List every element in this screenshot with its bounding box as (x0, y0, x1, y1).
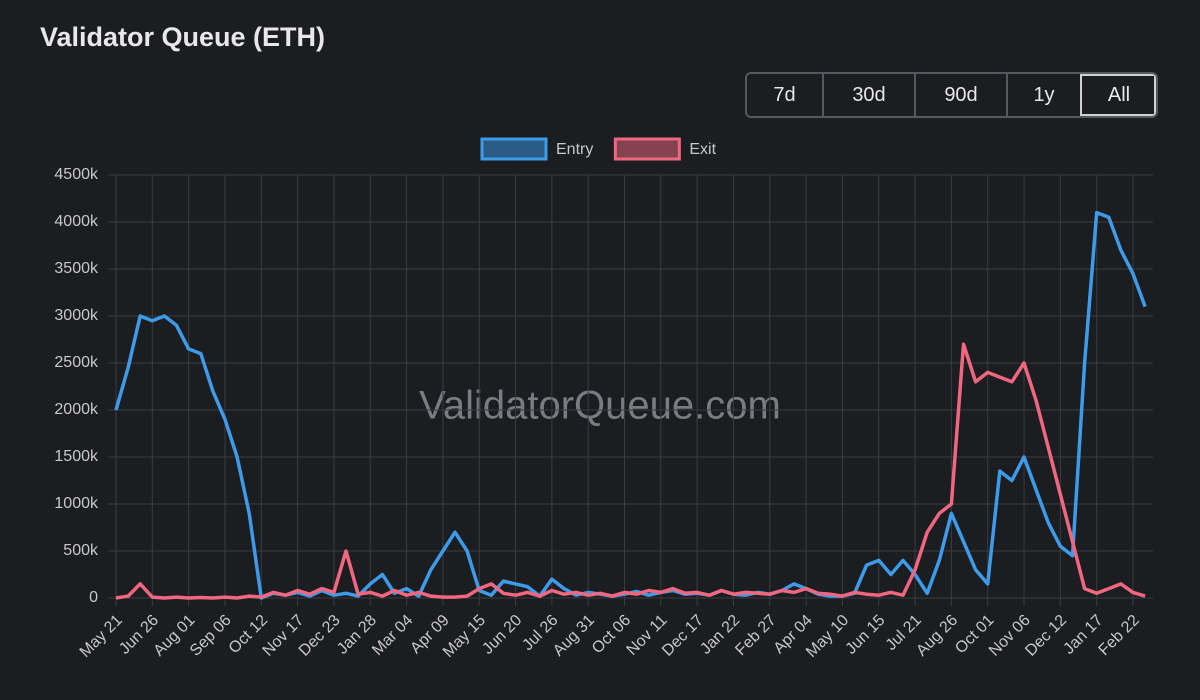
chart-title: Validator Queue (ETH) (40, 22, 326, 52)
y-tick-label: 1000k (54, 495, 99, 512)
legend-label: Exit (689, 141, 716, 158)
y-tick-label: 4500k (54, 166, 99, 183)
x-tick-label: Feb 22 (1096, 612, 1143, 659)
y-tick-label: 1500k (54, 448, 99, 465)
y-tick-label: 2000k (54, 401, 99, 418)
y-tick-label: 3000k (54, 307, 99, 324)
watermark: ValidatorQueue.com (419, 384, 781, 428)
range-button[interactable]: 1y (1006, 74, 1080, 116)
y-tick-label: 3500k (54, 260, 99, 277)
x-tick-label: Mar 04 (369, 612, 416, 659)
x-tick-label: Dec 12 (1022, 612, 1070, 660)
x-tick-label: May 21 (77, 612, 126, 661)
x-tick-label: Feb 27 (732, 612, 779, 659)
y-tick-label: 500k (63, 542, 99, 559)
range-selector: 7d 30d 90d 1y All (745, 72, 1158, 118)
y-tick-label: 0 (89, 589, 98, 606)
x-tick-label: Dec 17 (659, 612, 707, 660)
range-button[interactable]: 30d (822, 74, 914, 116)
range-button[interactable]: 7d (747, 74, 822, 116)
legend-label: Entry (556, 141, 593, 158)
range-button[interactable]: All (1080, 74, 1156, 116)
x-tick-label: Sep 06 (187, 612, 235, 660)
x-tick-label: Aug 26 (913, 612, 961, 660)
y-tick-label: 2500k (54, 354, 99, 371)
x-tick-label: Dec 23 (296, 612, 344, 660)
x-tick-label: Aug 31 (550, 612, 598, 660)
y-tick-label: 4000k (54, 213, 99, 230)
x-tick-label: Jun 20 (479, 612, 525, 658)
x-tick-label: Jun 15 (843, 612, 889, 658)
series-line (115, 342, 1146, 600)
legend-swatch (480, 137, 548, 161)
legend-swatch (613, 137, 681, 161)
range-button[interactable]: 90d (914, 74, 1006, 116)
